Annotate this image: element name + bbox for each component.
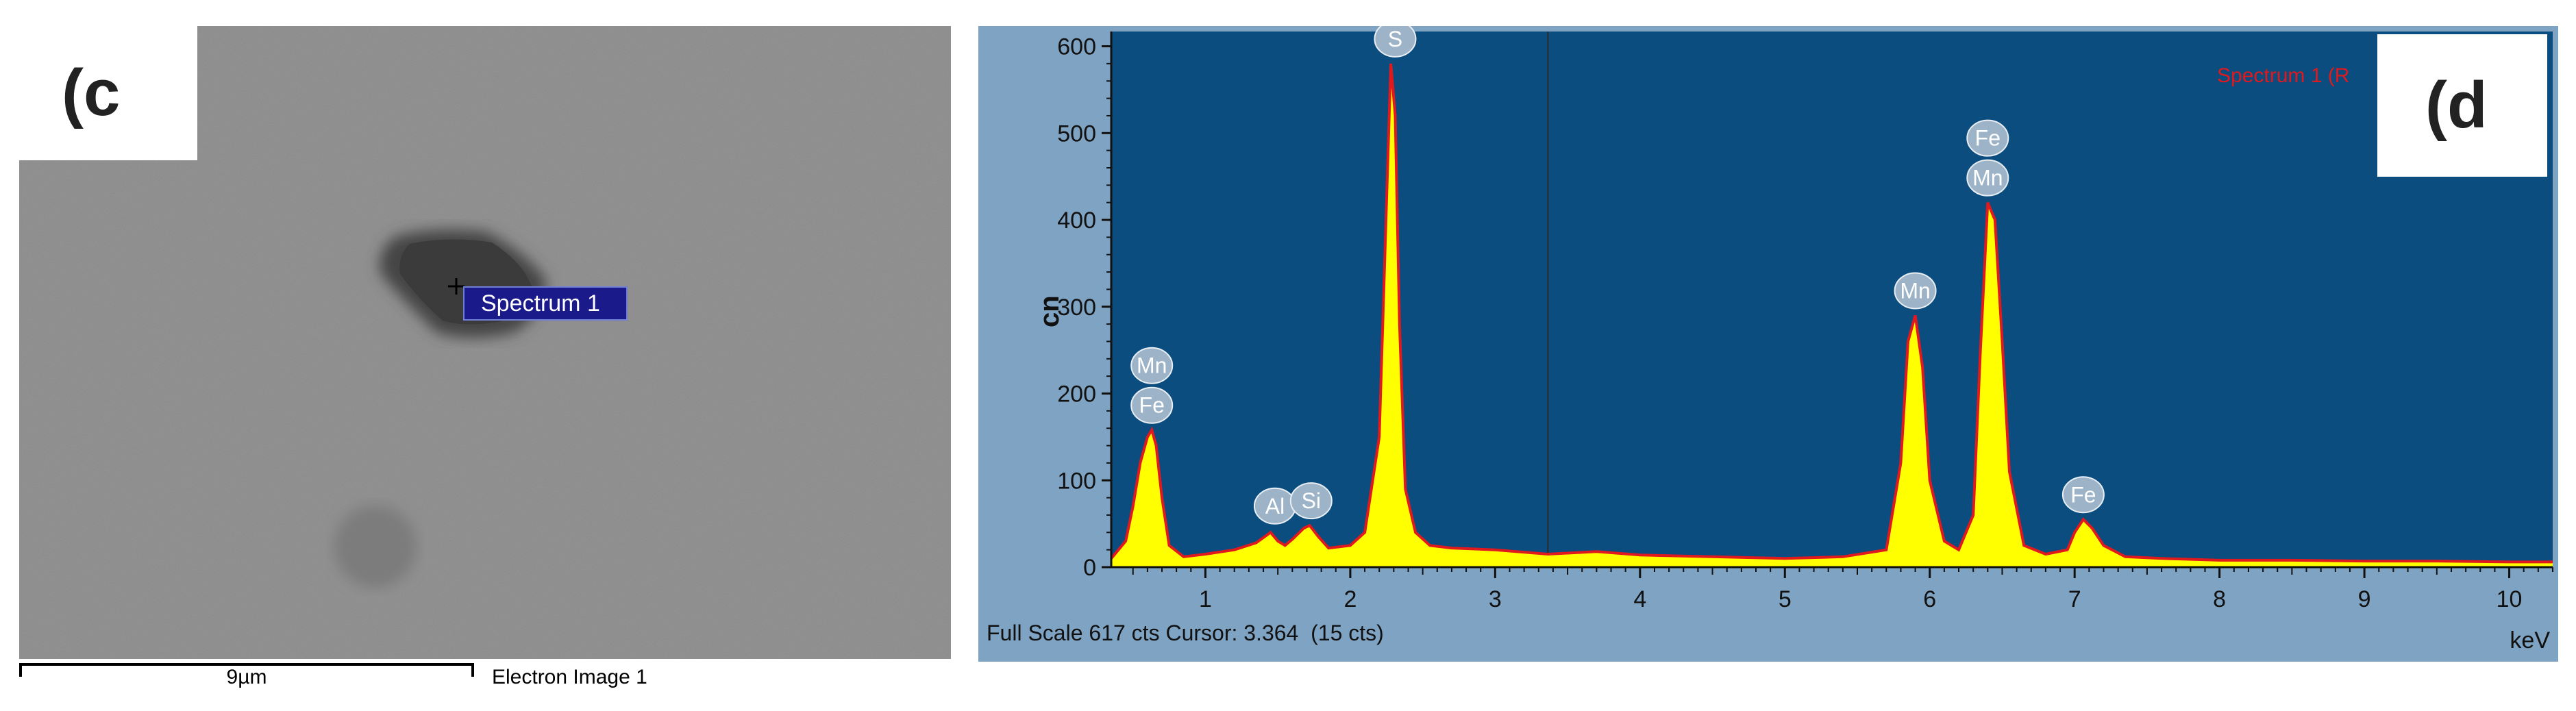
y-tick-label: 300: [1057, 295, 1096, 321]
x-tick-label: 8: [2213, 586, 2226, 612]
x-tick-label: 1: [1199, 586, 1212, 612]
peak-label-mn[interactable]: Mn: [1130, 347, 1174, 384]
legend-entry: Spectrum 1 (R: [2217, 64, 2350, 87]
peak-label-bubble: [1966, 119, 2009, 157]
peak-label-bubble: [1894, 272, 1937, 310]
peak-label-fe[interactable]: Fe: [2061, 476, 2105, 514]
peak-label-bubble: [1130, 386, 1174, 424]
peak-label-bubble: [2061, 476, 2105, 514]
eds-chart: 1 2 3 4 5 6 7 8 9 10 keV 0 100 200 300 400 500 600 S Fe Mn…: [1057, 26, 2553, 653]
y-tick-label: 100: [1057, 468, 1096, 494]
peak-label-bubble: [1374, 26, 1417, 58]
peak-label-s[interactable]: S: [1374, 26, 1417, 58]
x-unit-label: keV: [2510, 627, 2550, 653]
x-tick-label: 10: [2497, 586, 2523, 612]
panel-label-c: (c: [19, 26, 197, 160]
peak-label-fe[interactable]: Fe: [1966, 119, 2009, 157]
y-tick-label: 0: [1083, 555, 1096, 581]
y-tick-label: 400: [1057, 208, 1096, 234]
peak-label-si[interactable]: Si: [1289, 482, 1333, 520]
scale-bar: [19, 663, 474, 677]
x-tick-label: 9: [2358, 586, 2371, 612]
peak-label-text: Fe: [2070, 482, 2096, 507]
spectrum-marker-label[interactable]: Spectrum 1: [463, 286, 628, 321]
x-tick-label: 2: [1343, 586, 1357, 612]
x-tick-label: 6: [1923, 586, 1936, 612]
eds-spectrum-panel: 1 2 3 4 5 6 7 8 9 10 keV 0 100 200 300 400 500 600 S Fe Mn…: [978, 26, 2558, 662]
spectrum-line: [1110, 63, 2553, 564]
panel-label-d: (d: [2377, 34, 2547, 177]
peak-label-text: Fe: [1139, 393, 1165, 418]
peak-label-mn[interactable]: Mn: [1894, 272, 1937, 310]
y-axis-label: cn: [1035, 295, 1065, 327]
y-tick-label: 200: [1057, 382, 1096, 408]
x-tick-label: 4: [1633, 586, 1646, 612]
electron-image: (c Spectrum 1: [19, 26, 951, 659]
peak-label-text: Mn: [1972, 166, 2003, 190]
x-tick-label: 5: [1779, 586, 1792, 612]
peak-label-text: Mn: [1137, 353, 1167, 378]
peak-label-mn[interactable]: Mn: [1966, 159, 2009, 197]
surface-shadow: [334, 506, 417, 588]
status-readout: Full Scale 617 cts Cursor: 3.364 (15 cts…: [987, 621, 1384, 645]
plot-area: [1111, 32, 2553, 567]
peak-label-fe[interactable]: Fe: [1130, 386, 1174, 424]
x-tick-label: 3: [1489, 586, 1502, 612]
peak-label-al[interactable]: Al: [1253, 487, 1296, 525]
y-tick-label: 500: [1057, 121, 1096, 147]
peak-label-text: S: [1388, 27, 1402, 51]
scale-bar-label: 9µm: [226, 666, 267, 688]
peak-label-bubble: [1966, 159, 2009, 197]
peak-label-text: Al: [1265, 494, 1285, 519]
peak-label-bubble: [1289, 482, 1333, 520]
x-tick-label: 7: [2068, 586, 2081, 612]
peak-label-text: Si: [1302, 488, 1321, 513]
peak-label-text: Fe: [1975, 126, 2001, 151]
peak-label-text: Mn: [1900, 278, 1930, 303]
image-caption: Electron Image 1: [492, 666, 647, 688]
y-tick-label: 600: [1057, 34, 1096, 60]
crosshair-icon: [448, 278, 465, 295]
peak-label-bubble: [1130, 347, 1174, 384]
